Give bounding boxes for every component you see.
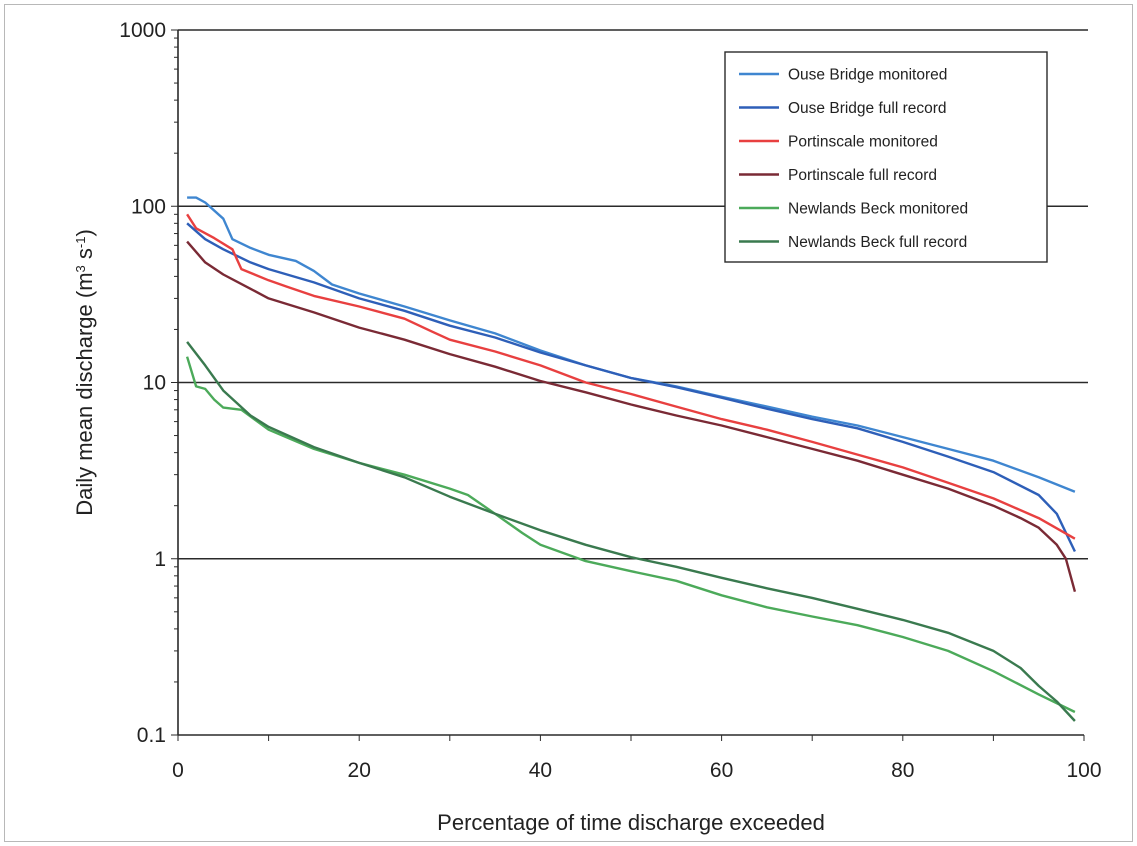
series-line-ouse-bridge-full-record <box>186 222 1076 553</box>
y-axis-title-sup1: 3 <box>73 265 88 272</box>
legend-label: Portinscale monitored <box>788 134 938 151</box>
legend-label: Ouse Bridge monitored <box>788 67 947 84</box>
y-axis-title-sup2: -1 <box>73 237 88 249</box>
x-tick-label-40: 40 <box>529 759 552 782</box>
legend-box <box>724 51 1048 263</box>
y-axis-title-mid: s <box>72 248 97 265</box>
series-line-portinscale-monitored <box>186 213 1076 540</box>
series-line-newlands-beck-monitored <box>185 356 1076 714</box>
legend-label: Newlands Beck monitored <box>788 201 968 218</box>
y-tick-label-0.1: 0.1 <box>137 724 166 747</box>
series-lines <box>185 196 1077 722</box>
y-tick-label-1: 1 <box>154 548 166 571</box>
y-tick-labels: 0.1 1 10 100 1000 <box>119 19 166 747</box>
y-tick-label-100: 100 <box>131 195 166 218</box>
y-axis-title: Daily mean discharge (m3 s-1) <box>72 229 97 516</box>
x-tick-label-100: 100 <box>1066 759 1101 782</box>
series-line-newlands-beck-full-record <box>186 341 1076 722</box>
x-tick-label-80: 80 <box>891 759 914 782</box>
legend-label: Ouse Bridge full record <box>788 100 947 117</box>
series-line-ouse-bridge-monitored <box>187 196 1076 493</box>
x-tick-labels: 0 20 40 60 80 100 <box>172 759 1101 782</box>
x-tick-label-20: 20 <box>348 759 371 782</box>
axes <box>171 29 1085 741</box>
legend: Ouse Bridge monitored Ouse Bridge full re… <box>724 51 1048 263</box>
y-tick-label-10: 10 <box>143 372 166 395</box>
legend-label: Portinscale full record <box>788 167 937 184</box>
y-tick-label-1000: 1000 <box>119 19 166 42</box>
x-tick-label-0: 0 <box>172 759 184 782</box>
x-axis-title: Percentage of time discharge exceeded <box>437 810 825 835</box>
y-axis-title-end: ) <box>72 229 97 236</box>
legend-label: Newlands Beck full record <box>788 234 967 251</box>
series-line-portinscale-full-record <box>186 240 1077 593</box>
x-tick-label-60: 60 <box>710 759 733 782</box>
y-axis-title-main: Daily mean discharge (m <box>72 272 97 515</box>
